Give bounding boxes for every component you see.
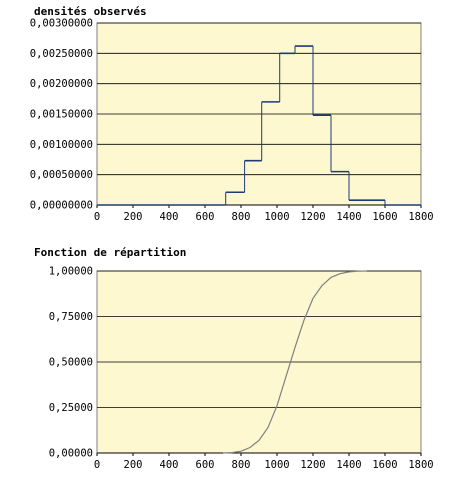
- cdf-x-ticks: 0 200 400 600 800 1000 1200 1400 1600 1800: [94, 452, 434, 471]
- density-chart: densités observés 0,000000000,000500000,…: [30, 5, 434, 223]
- cdf-curve: [222, 270, 368, 454]
- x-tick-label: 600: [196, 211, 215, 223]
- x-tick-label: 1000: [264, 459, 289, 471]
- x-tick-label: 1000: [264, 211, 289, 223]
- cdf-y-ticks: 0,00000 0,25000 0,50000 0,75000 1,00000: [49, 266, 93, 460]
- x-tick-label: 1800: [408, 459, 433, 471]
- y-tick-label: 0,00050000: [30, 169, 93, 181]
- density-step-series: [97, 45, 421, 206]
- y-tick-label: 0,00200000: [30, 78, 93, 90]
- y-tick-label: 0,00150000: [30, 109, 93, 121]
- density-gridlines: [97, 22, 421, 176]
- x-tick-label: 1600: [372, 459, 397, 471]
- y-tick-label: 0,75000: [49, 311, 93, 323]
- x-tick-label: 1200: [300, 459, 325, 471]
- x-tick-label: 1400: [336, 211, 361, 223]
- x-tick-label: 400: [160, 211, 179, 223]
- y-tick-label: 0,00300000: [30, 18, 93, 30]
- density-x-ticks: 0 200 400 600 800 1000 1200 1400 1600 1800: [94, 204, 434, 223]
- y-tick-label: 0,00000: [49, 448, 93, 460]
- x-tick-label: 1400: [336, 459, 361, 471]
- y-tick-label: 0,00000000: [30, 200, 93, 212]
- x-tick-label: 200: [124, 459, 143, 471]
- y-tick-label: 0,25000: [49, 402, 93, 414]
- cdf-chart-title: Fonction de répartition: [34, 246, 186, 259]
- cdf-curve-series: [222, 270, 368, 454]
- x-tick-label: 1800: [408, 211, 433, 223]
- x-tick-label: 600: [196, 459, 215, 471]
- y-tick-label: 0,50000: [49, 357, 93, 369]
- y-tick-label: 0,00250000: [30, 48, 93, 60]
- x-tick-label: 1200: [300, 211, 325, 223]
- x-tick-label: 400: [160, 459, 179, 471]
- cdf-chart: Fonction de répartition 0,000000,250000,…: [34, 246, 434, 471]
- density-chart-title: densités observés: [34, 5, 147, 18]
- x-tick-label: 800: [232, 459, 251, 471]
- density-y-ticks: 0,00000000 0,00050000 0,00100000 0,00150000…: [30, 18, 93, 212]
- x-tick-label: 0: [94, 211, 100, 223]
- y-tick-label: 0,00100000: [30, 139, 93, 151]
- x-tick-label: 0: [94, 459, 100, 471]
- x-tick-label: 200: [124, 211, 143, 223]
- y-tick-label: 1,00000: [49, 266, 93, 278]
- x-tick-label: 1600: [372, 211, 397, 223]
- x-tick-label: 800: [232, 211, 251, 223]
